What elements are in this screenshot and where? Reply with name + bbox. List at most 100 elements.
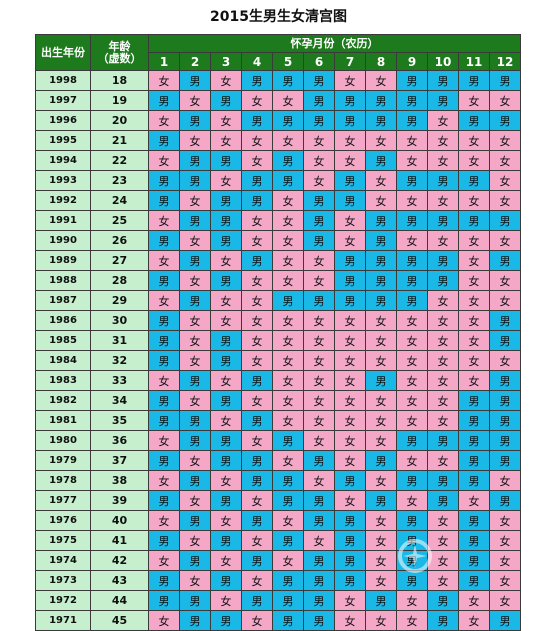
gender-cell: 男 — [458, 70, 490, 91]
gender-cell: 女 — [303, 150, 335, 171]
gender-cell: 男 — [179, 70, 211, 91]
gender-cell: 女 — [148, 550, 180, 571]
gender-cell: 女 — [365, 170, 397, 191]
birth-year-cell: 1982 — [35, 390, 91, 411]
gender-cell: 男 — [458, 110, 490, 131]
gender-cell: 男 — [334, 270, 366, 291]
gender-cell: 女 — [303, 370, 335, 391]
gender-cell: 男 — [179, 370, 211, 391]
gender-cell: 男 — [334, 290, 366, 311]
gender-cell: 男 — [272, 170, 304, 191]
gender-cell: 男 — [427, 90, 459, 111]
gender-cell: 男 — [179, 210, 211, 231]
age-header-line2: （虚数） — [97, 51, 142, 65]
gender-cell: 女 — [303, 390, 335, 411]
month-header: 1 — [148, 52, 180, 71]
gender-cell: 女 — [303, 170, 335, 191]
gender-cell: 女 — [179, 190, 211, 211]
gender-cell: 女 — [458, 150, 490, 171]
birth-year-cell: 1981 — [35, 410, 91, 431]
birth-year-cell: 1983 — [35, 370, 91, 391]
month-header: 3 — [210, 52, 242, 71]
month-header: 9 — [396, 52, 428, 71]
gender-cell: 男 — [148, 130, 180, 151]
gender-cell: 女 — [303, 270, 335, 291]
birth-year-cell: 1986 — [35, 310, 91, 331]
gender-cell: 男 — [396, 110, 428, 131]
age-cell: 23 — [90, 170, 149, 191]
gender-cell: 女 — [303, 530, 335, 551]
gender-cell: 女 — [241, 390, 273, 411]
month-group-header: 怀孕月份（农历） — [148, 34, 521, 53]
gender-cell: 男 — [458, 170, 490, 191]
gender-cell: 男 — [396, 210, 428, 231]
gender-cell: 男 — [148, 450, 180, 471]
gender-cell: 女 — [241, 350, 273, 371]
gender-cell: 女 — [272, 130, 304, 151]
gender-cell: 女 — [148, 210, 180, 231]
gender-cell: 男 — [489, 490, 521, 511]
gender-cell: 男 — [179, 150, 211, 171]
table-row: 1983 33 女男女男女女女男女女女男 — [35, 370, 521, 391]
gender-cell: 男 — [303, 110, 335, 131]
gender-cell: 女 — [272, 450, 304, 471]
gender-prediction-table: 出生年份 年龄 （虚数） 怀孕月份（农历） 1 2 3 4 5 6 7 8 9 … — [35, 34, 521, 631]
table-row: 1978 38 女男女男男女男女男男男女 — [35, 470, 521, 491]
gender-cell: 女 — [489, 130, 521, 151]
gender-cell: 女 — [210, 550, 242, 571]
gender-cell: 女 — [272, 190, 304, 211]
gender-cell: 男 — [210, 390, 242, 411]
gender-cell: 女 — [241, 310, 273, 331]
gender-cell: 男 — [210, 190, 242, 211]
gender-cell: 男 — [458, 210, 490, 231]
gender-cell: 女 — [489, 550, 521, 571]
table-row: 1986 30 男女女女女女女女女女女男 — [35, 310, 521, 331]
gender-cell: 女 — [365, 330, 397, 351]
table-row: 1997 19 男女男女女男男男男男女女 — [35, 90, 521, 111]
gender-cell: 男 — [458, 570, 490, 591]
gender-cell: 女 — [458, 230, 490, 251]
gender-cell: 男 — [334, 510, 366, 531]
gender-cell: 女 — [489, 190, 521, 211]
age-cell: 27 — [90, 250, 149, 271]
gender-cell: 男 — [489, 610, 521, 631]
gender-cell: 男 — [396, 270, 428, 291]
gender-cell: 男 — [396, 170, 428, 191]
table-row: 1993 23 男男女男男女男女男男男女 — [35, 170, 521, 191]
gender-cell: 男 — [148, 270, 180, 291]
month-header: 2 — [179, 52, 211, 71]
gender-cell: 女 — [272, 550, 304, 571]
gender-cell: 女 — [458, 590, 490, 611]
gender-cell: 男 — [241, 370, 273, 391]
gender-cell: 男 — [396, 90, 428, 111]
month-header: 4 — [241, 52, 273, 71]
gender-cell: 男 — [427, 470, 459, 491]
gender-cell: 男 — [272, 150, 304, 171]
gender-cell: 女 — [427, 370, 459, 391]
gender-cell: 男 — [365, 270, 397, 291]
gender-cell: 女 — [365, 570, 397, 591]
gender-cell: 男 — [303, 90, 335, 111]
birth-year-cell: 1973 — [35, 570, 91, 591]
gender-cell: 男 — [458, 430, 490, 451]
gender-cell: 男 — [365, 250, 397, 271]
gender-cell: 男 — [365, 590, 397, 611]
gender-cell: 女 — [396, 130, 428, 151]
gender-cell: 男 — [179, 250, 211, 271]
gender-cell: 女 — [334, 350, 366, 371]
gender-cell: 男 — [148, 230, 180, 251]
gender-cell: 男 — [272, 290, 304, 311]
gender-cell: 男 — [241, 170, 273, 191]
gender-cell: 男 — [241, 110, 273, 131]
gender-cell: 男 — [303, 590, 335, 611]
gender-cell: 男 — [210, 90, 242, 111]
gender-cell: 男 — [334, 530, 366, 551]
gender-cell: 男 — [179, 470, 211, 491]
gender-cell: 男 — [365, 90, 397, 111]
table-row: 1976 40 女男女男女男男女男女男女 — [35, 510, 521, 531]
gender-cell: 女 — [334, 310, 366, 331]
gender-cell: 男 — [210, 350, 242, 371]
gender-cell: 女 — [334, 210, 366, 231]
birth-year-cell: 1993 — [35, 170, 91, 191]
gender-cell: 女 — [148, 430, 180, 451]
